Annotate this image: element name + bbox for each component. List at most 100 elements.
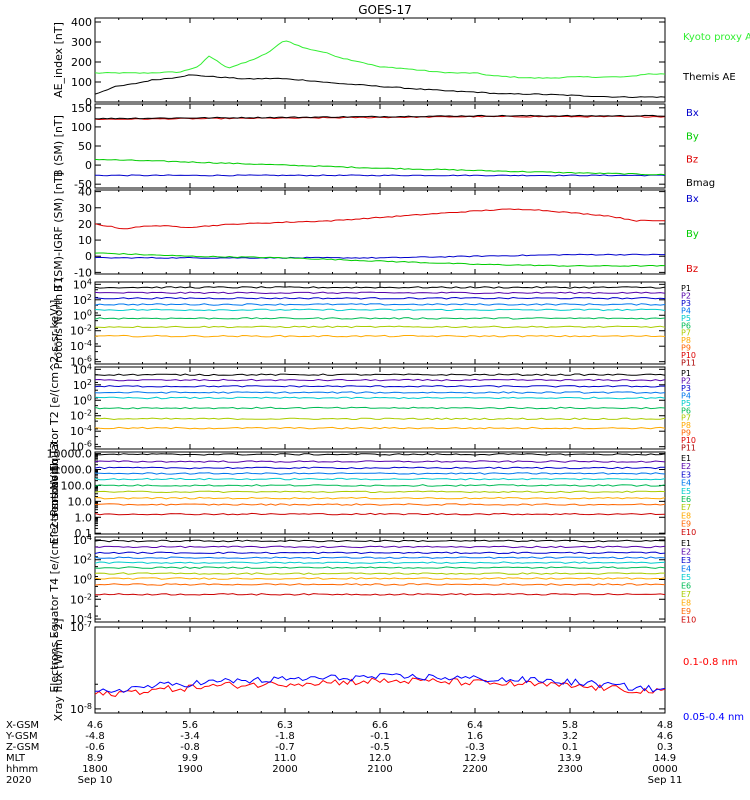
ephemeris-value: 0000 (652, 764, 677, 775)
legend-label: P5 (681, 399, 691, 408)
y-tick-label: 100 (71, 76, 92, 89)
ephemeris-value: 2300 (557, 764, 582, 775)
y-tick-label: 100 (73, 572, 92, 587)
ephemeris-value: 2200 (462, 764, 487, 775)
series-p2 (94, 291, 666, 295)
ephemeris-value: -0.6 (85, 742, 105, 753)
series-e5 (94, 477, 666, 481)
series-p7 (94, 417, 666, 421)
y-axis-label: Protons North T1 (52, 277, 65, 370)
ephemeris-value: 3.2 (562, 731, 578, 742)
legend-label: P7 (681, 414, 691, 423)
y-axis-label: AE_index [nT] (52, 22, 65, 98)
ephemeris-value: 1900 (177, 764, 202, 775)
y-tick-label: 102 (73, 292, 92, 307)
y-tick-label: 10-2 (70, 323, 92, 338)
y-tick-label: 10-2 (70, 408, 92, 423)
ephemeris-year: 2020 (6, 775, 31, 786)
series-e4 (94, 556, 666, 560)
series-e3 (94, 466, 666, 470)
legend-label: P4 (681, 306, 691, 315)
legend-label: Kyoto proxy AE (683, 32, 750, 43)
legend-label: P4 (681, 391, 691, 400)
series-bz (94, 208, 665, 230)
legend-label: By (686, 229, 699, 240)
y-tick-label: 30 (78, 202, 92, 215)
legend-label: E9 (681, 607, 691, 616)
ephemeris-value: 12.0 (369, 753, 391, 764)
series-e2 (94, 545, 666, 549)
y-tick-label: 20 (78, 218, 92, 231)
ephemeris-date-end: Sep 11 (648, 775, 683, 786)
series-e6 (94, 484, 666, 487)
y-tick-label: 10-4 (70, 339, 92, 354)
legend-label: E4 (681, 565, 691, 574)
series-by (94, 158, 666, 176)
series-p5 (94, 308, 666, 312)
series-p8 (94, 426, 666, 430)
series-group (94, 286, 666, 338)
ephemeris-row-label: Z-GSM (6, 742, 39, 753)
ephemeris-value: 4.6 (87, 720, 103, 731)
legend-label: Bx (686, 194, 699, 205)
legend-label: 0.1-0.8 nm (683, 657, 738, 668)
ephemeris-value: 12.9 (464, 753, 486, 764)
series-e9 (94, 583, 666, 586)
ephemeris-value: -0.5 (370, 742, 390, 753)
y-tick-label: 100 (73, 393, 92, 408)
ephemeris-value: -0.3 (465, 742, 485, 753)
series-p3 (94, 296, 666, 300)
panel-frame (94, 281, 666, 365)
series-e6 (94, 566, 666, 569)
series-p4 (94, 303, 666, 306)
y-tick-label: 300 (71, 36, 92, 49)
legend-label: E8 (681, 599, 691, 608)
panel-6: 10000.0 1000.0 100.0 10.0 1.0 0.1 Electrons No… (47, 442, 697, 544)
legend-label: P5 (681, 314, 691, 323)
series-e7 (94, 490, 666, 494)
legend-label: P6 (681, 321, 691, 330)
legend-label: Themis AE (682, 72, 736, 83)
plot-title: GOES-17 (358, 3, 412, 17)
ephemeris-value: 4.6 (657, 731, 673, 742)
ephemeris-value: 13.9 (559, 753, 581, 764)
y-tick-label: -10 (74, 266, 92, 279)
ephemeris-value: 6.6 (372, 720, 388, 731)
ephemeris-row-label: hhmm (6, 764, 38, 775)
series-e10 (94, 512, 666, 516)
ephemeris-value: 11.0 (274, 753, 296, 764)
y-axis-label: B (SM)-IGRF (SM) [nT] (52, 172, 65, 292)
legend-label: Bz (686, 264, 698, 275)
ephemeris-value: 6.4 (467, 720, 483, 731)
ephemeris-value: 9.9 (182, 753, 198, 764)
legend-label: E2 (681, 462, 691, 471)
series-p2 (94, 378, 666, 382)
ephemeris-value: 0.3 (657, 742, 673, 753)
ephemeris-value: -0.8 (180, 742, 200, 753)
legend-label: E8 (681, 511, 691, 520)
legend-label: E7 (681, 503, 691, 512)
series-e5 (94, 561, 666, 565)
legend-label: Bx (686, 108, 699, 119)
legend-label: P2 (681, 291, 691, 300)
ephemeris-row-label: X-GSM (6, 720, 39, 731)
legend-label: P1 (681, 284, 691, 293)
legend-label: P3 (681, 384, 691, 393)
series-p1 (94, 286, 666, 289)
ephemeris-value: 8.9 (87, 753, 103, 764)
ephemeris-value: 2100 (367, 764, 392, 775)
series-e1 (94, 539, 666, 543)
series-group (94, 539, 666, 596)
ephemeris-value: -3.4 (180, 731, 200, 742)
ephemeris-value: -0.7 (275, 742, 295, 753)
legend-label: E9 (681, 520, 691, 529)
legend-label: P7 (681, 329, 691, 338)
legend-label: E4 (681, 479, 691, 488)
series-p7 (94, 325, 666, 329)
series-0-05-0-4-nm (95, 673, 666, 693)
legend-label: P10 (681, 436, 696, 445)
